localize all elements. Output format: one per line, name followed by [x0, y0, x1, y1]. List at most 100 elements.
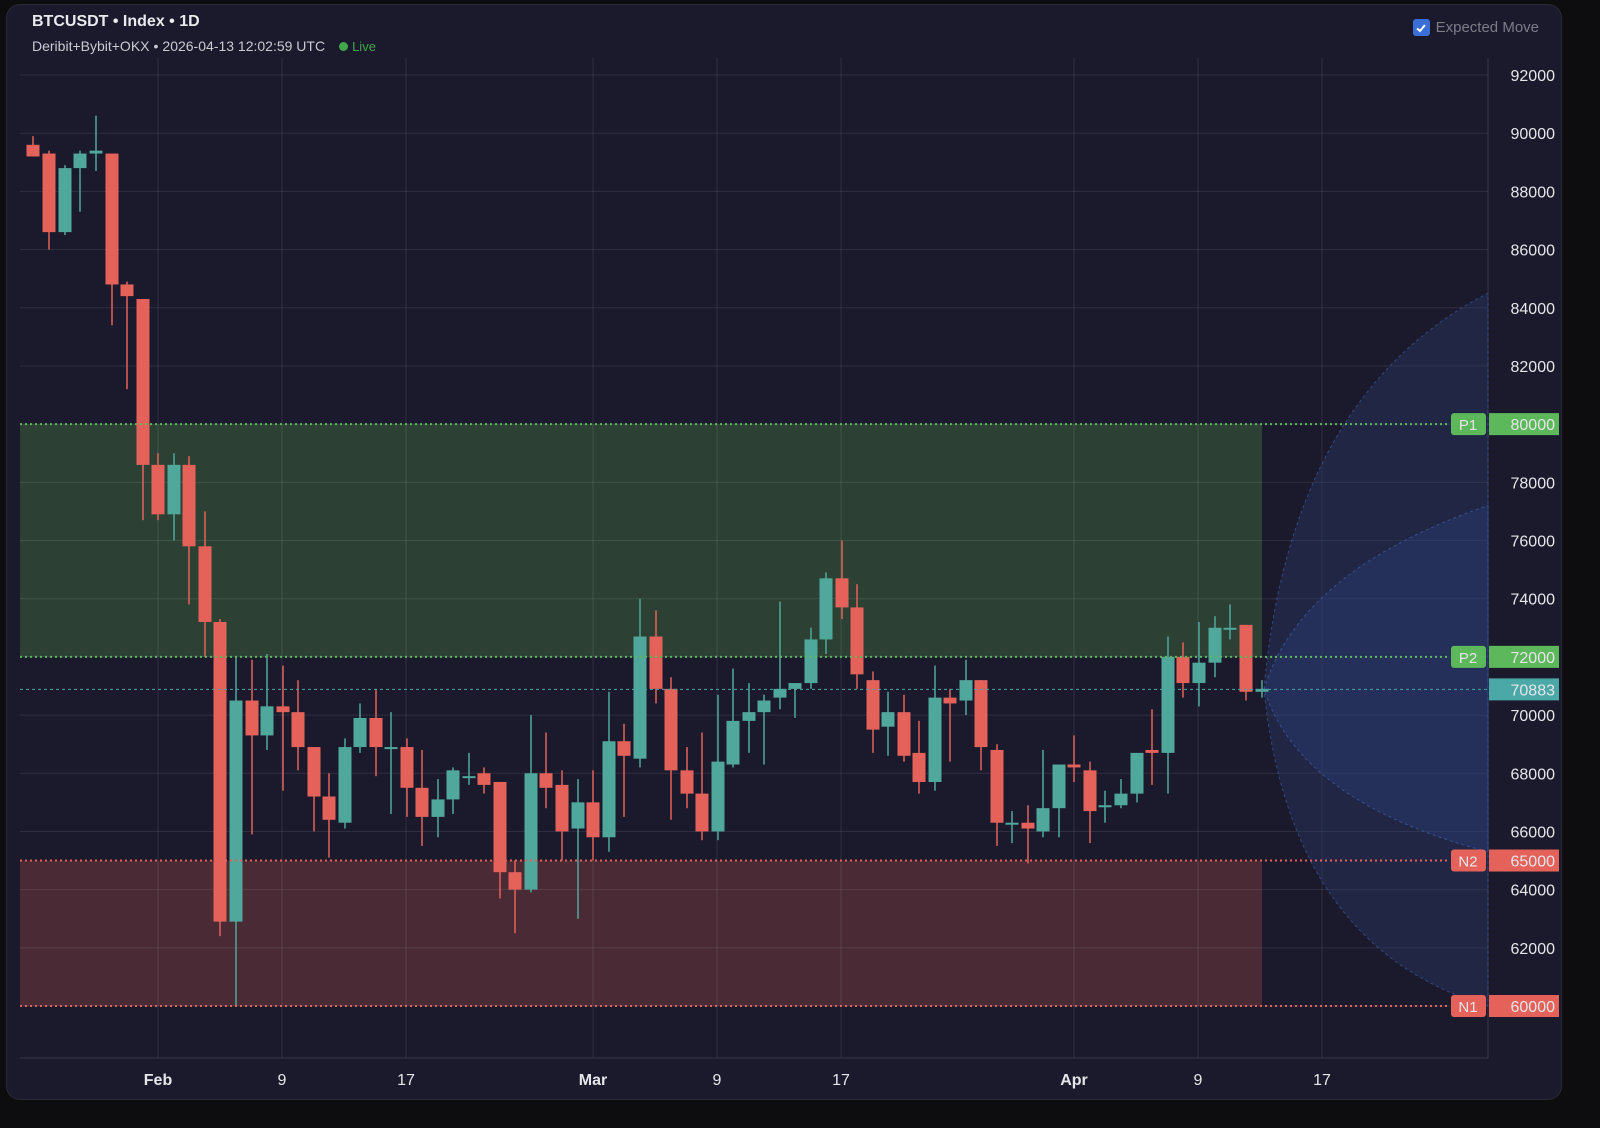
y-tick-label: 70000 — [1511, 708, 1556, 725]
expected-move-toggle[interactable]: Expected Move — [1412, 19, 1539, 36]
candle-body — [1239, 624, 1253, 692]
expected-move-inner-cone — [1263, 504, 1489, 853]
chart-title: BTCUSDT • Index • 1D — [32, 13, 200, 30]
y-tick-label: 84000 — [1511, 301, 1556, 318]
positive-zone — [20, 424, 1262, 657]
y-tick-label: 62000 — [1511, 941, 1556, 958]
candle-body — [276, 706, 290, 713]
candle-body — [1005, 822, 1019, 825]
x-tick-label: Apr — [1060, 1072, 1088, 1089]
candle-body — [136, 299, 150, 465]
level-tag-p2 — [1451, 645, 1486, 668]
candle-body — [229, 700, 243, 922]
level-tag-n1 — [1451, 995, 1486, 1017]
expected-move-outer-cone — [1263, 292, 1489, 1007]
level-price-badge — [1489, 995, 1559, 1017]
candle-body — [649, 636, 663, 689]
y-tick-label: 90000 — [1511, 126, 1556, 143]
candle-body — [26, 144, 40, 157]
y-tick-label: 68000 — [1511, 766, 1556, 783]
candle-body — [633, 636, 647, 759]
candle-body — [384, 747, 398, 750]
candle-body — [602, 741, 616, 838]
level-price-label: 65000 — [1511, 854, 1556, 871]
candle-body — [1176, 656, 1190, 684]
candle-body — [835, 578, 849, 608]
candle-body — [338, 747, 352, 823]
candle-body — [990, 749, 1004, 823]
y-tick-label: 82000 — [1511, 359, 1556, 376]
candle-body — [415, 787, 429, 817]
live-status: Live — [352, 38, 376, 54]
candle-body — [866, 680, 880, 730]
level-tag-label: N2 — [1458, 854, 1477, 871]
x-tick-label: 9 — [713, 1072, 722, 1089]
x-tick-label: 9 — [1194, 1072, 1203, 1089]
candle-body — [773, 688, 787, 698]
candle-body — [151, 464, 165, 515]
candle-body — [586, 802, 600, 838]
level-price-label: 60000 — [1511, 999, 1556, 1016]
current-price-badge — [1489, 678, 1559, 701]
candle-body — [1021, 822, 1035, 829]
level-tag-p1 — [1451, 413, 1486, 436]
candle-body — [493, 781, 507, 873]
checkbox-checked-icon[interactable] — [1412, 19, 1430, 36]
candle-body — [245, 700, 259, 736]
candle-body — [508, 872, 522, 890]
candle-body — [680, 770, 694, 794]
candle-body — [788, 683, 802, 689]
candle-body — [617, 741, 631, 756]
level-price-label: 72000 — [1511, 650, 1556, 667]
candle-body — [757, 700, 771, 713]
candle-body — [571, 802, 585, 829]
candle-body — [1098, 805, 1112, 808]
level-tag-n2 — [1451, 849, 1486, 872]
candle-body — [1067, 764, 1081, 768]
candle-body — [1161, 656, 1175, 753]
y-tick-label: 88000 — [1511, 184, 1556, 201]
candle-body — [819, 578, 833, 640]
candle-body — [462, 776, 476, 779]
chart-subtitle: Deribit+Bybit+OKX • 2026-04-13 12:02:59 … — [32, 38, 376, 54]
y-tick-label: 74000 — [1511, 592, 1556, 609]
level-tag-label: N1 — [1458, 999, 1477, 1016]
candle-body — [105, 153, 119, 285]
candle-body — [711, 761, 725, 832]
x-tick-label: 9 — [278, 1072, 287, 1089]
candle-body — [182, 464, 196, 547]
candle-body — [446, 770, 460, 800]
candle-body — [477, 773, 491, 785]
candle-body — [1114, 793, 1128, 806]
level-price-badge — [1489, 413, 1559, 436]
candle-body — [726, 720, 740, 765]
candle-body — [307, 747, 321, 797]
candle-body — [1052, 764, 1066, 809]
level-price-badge — [1489, 645, 1559, 668]
x-tick-label: Feb — [144, 1072, 173, 1089]
candle-body — [1208, 627, 1222, 663]
candle-body — [89, 150, 103, 154]
candle-body — [897, 712, 911, 756]
level-tag-label: P2 — [1459, 650, 1477, 667]
candle-body — [974, 680, 988, 748]
y-tick-label: 78000 — [1511, 475, 1556, 492]
candle-body — [400, 747, 414, 788]
candle-body — [742, 712, 756, 721]
candle-body — [695, 793, 709, 832]
candle-body — [928, 697, 942, 782]
y-tick-label: 66000 — [1511, 824, 1556, 841]
live-dot-icon — [339, 41, 349, 51]
y-tick-label: 64000 — [1511, 883, 1556, 900]
level-price-label: 80000 — [1511, 417, 1556, 434]
x-tick-label: Mar — [579, 1072, 607, 1089]
negative-zone — [20, 860, 1262, 1006]
candle-body — [912, 752, 926, 782]
candle-body — [959, 680, 973, 701]
separator: • — [153, 38, 159, 54]
data-source: Deribit+Bybit+OKX — [32, 38, 150, 54]
candle-body — [42, 153, 56, 233]
candle-body — [120, 284, 134, 297]
current-price-label: 70883 — [1511, 682, 1556, 699]
